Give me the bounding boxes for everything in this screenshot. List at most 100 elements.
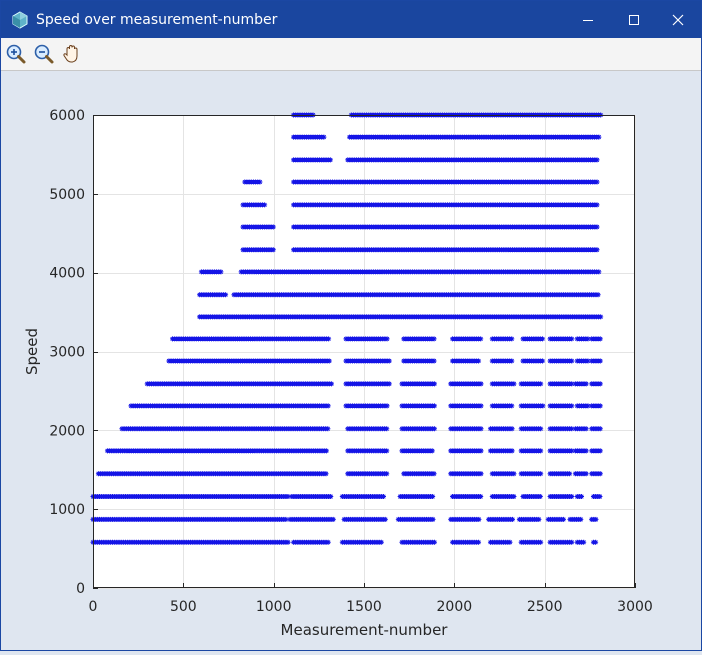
x-tick-label: 500: [170, 599, 197, 615]
pan-button[interactable]: [59, 41, 85, 67]
data-point-run: [574, 539, 587, 545]
speed-level-row: [197, 292, 601, 298]
data-point-run: [291, 224, 600, 230]
data-point-run: [589, 403, 603, 409]
data-point-run: [547, 336, 575, 342]
data-point-run: [574, 403, 591, 409]
data-point-run: [339, 539, 384, 545]
x-tick-label: 0: [89, 599, 98, 615]
data-point-run: [90, 516, 289, 522]
data-point-run: [518, 403, 546, 409]
speed-level-row: [169, 336, 603, 342]
data-point-run: [518, 539, 544, 545]
data-point-run: [487, 539, 513, 545]
matlab-app-icon: [11, 11, 29, 29]
data-point-run: [169, 336, 332, 342]
zoom-in-button[interactable]: [3, 41, 29, 67]
data-point-run: [589, 336, 603, 342]
data-points: [90, 112, 604, 545]
close-button[interactable]: [655, 1, 701, 38]
data-point-run: [231, 292, 601, 298]
speed-level-row: [144, 381, 603, 387]
speed-level-row: [166, 358, 603, 364]
data-point-run: [486, 516, 516, 522]
close-icon: [672, 14, 684, 25]
data-point-run: [287, 516, 336, 522]
scatter-chart[interactable]: 0 500 1000 1500 2000 2500 3000 0 1000 2000 3000 40…: [1, 71, 701, 651]
data-point-run: [198, 269, 224, 275]
data-point-run: [547, 471, 573, 477]
data-point-run: [399, 426, 437, 432]
data-point-run: [547, 426, 575, 432]
speed-level-row: [240, 224, 600, 230]
data-point-run: [401, 358, 437, 364]
data-point-run: [489, 358, 515, 364]
data-point-run: [399, 448, 435, 454]
minimize-icon: [583, 19, 593, 21]
title-bar[interactable]: Speed over measurement-number: [1, 1, 701, 38]
data-point-run: [547, 539, 575, 545]
data-point-run: [547, 358, 575, 364]
data-point-run: [95, 471, 329, 477]
speed-level-row: [242, 179, 600, 185]
data-point-run: [487, 426, 515, 432]
x-axis: 0 500 1000 1500 2000 2500 3000: [89, 583, 653, 615]
x-tick-label: 2500: [527, 599, 563, 615]
data-point-run: [401, 336, 437, 342]
figure-area: 0 500 1000 1500 2000 2500 3000 0 1000 2000 3000 40…: [1, 71, 701, 651]
data-point-run: [144, 381, 334, 387]
data-point-run: [399, 539, 437, 545]
data-point-run: [90, 494, 291, 500]
data-point-run: [518, 426, 544, 432]
data-point-run: [289, 494, 334, 500]
data-point-run: [291, 247, 600, 253]
data-point-run: [448, 516, 482, 522]
data-point-run: [450, 494, 484, 500]
data-point-run: [399, 403, 437, 409]
data-point-run: [343, 381, 392, 387]
data-point-run: [589, 516, 599, 522]
data-point-run: [448, 448, 484, 454]
data-point-run: [589, 448, 603, 454]
data-point-run: [589, 426, 603, 432]
data-point-run: [489, 494, 517, 500]
data-point-run: [397, 494, 436, 500]
maximize-button[interactable]: [611, 1, 657, 38]
data-point-run: [345, 426, 390, 432]
speed-level-row: [104, 448, 603, 454]
y-tick-label: 5000: [49, 187, 85, 203]
figure-toolbar: [1, 38, 701, 71]
data-point-run: [341, 516, 388, 522]
data-point-run: [518, 381, 544, 387]
y-tick-label: 4000: [49, 266, 85, 282]
data-point-run: [590, 539, 599, 545]
data-point-run: [401, 471, 437, 477]
speed-level-row: [95, 471, 603, 477]
x-tick-label: 2000: [437, 599, 473, 615]
data-point-run: [567, 516, 584, 522]
data-point-run: [487, 448, 515, 454]
y-tick-label: 3000: [49, 345, 85, 361]
speed-level-row: [90, 494, 603, 500]
data-point-run: [520, 494, 543, 500]
hand-pan-icon: [63, 44, 78, 63]
minimize-button[interactable]: [565, 1, 611, 38]
speed-level-row: [119, 426, 603, 432]
x-tick-label: 1000: [256, 599, 292, 615]
data-point-run: [547, 494, 575, 500]
x-tick-label: 3000: [617, 599, 653, 615]
data-point-run: [547, 381, 575, 387]
data-point-run: [547, 403, 575, 409]
data-point-run: [119, 426, 331, 432]
data-point-run: [240, 224, 276, 230]
speed-level-row: [291, 134, 602, 140]
speed-level-row: [198, 269, 602, 275]
data-point-run: [516, 516, 542, 522]
zoom-out-button[interactable]: [31, 41, 57, 67]
data-point-run: [590, 494, 603, 500]
data-point-run: [450, 539, 482, 545]
data-point-run: [572, 448, 589, 454]
data-point-run: [291, 134, 327, 140]
data-point-run: [395, 516, 436, 522]
data-point-run: [448, 471, 484, 477]
